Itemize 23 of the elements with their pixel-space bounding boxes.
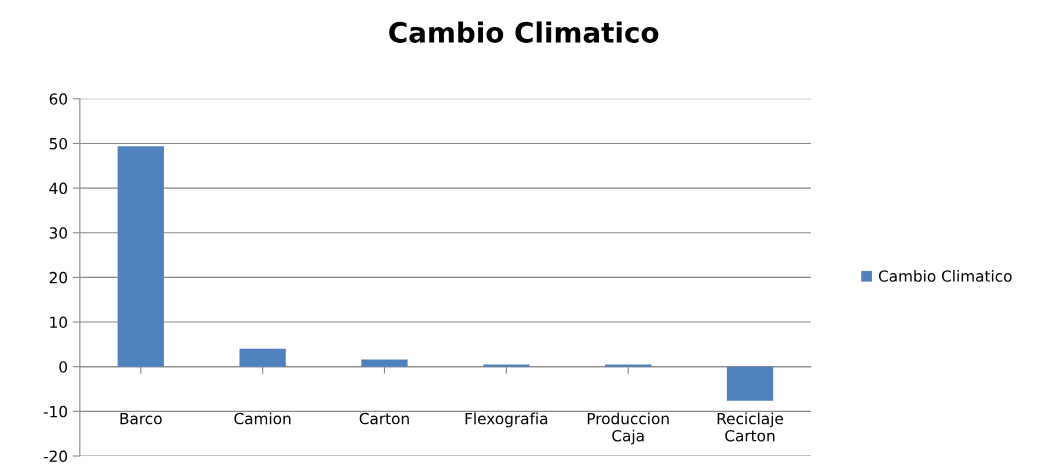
bar: [483, 364, 530, 367]
y-tick-label: 40: [49, 182, 68, 195]
y-tick-label: 20: [49, 271, 68, 284]
y-tick-label: -20: [43, 450, 68, 463]
y-tick-label: 50: [49, 137, 68, 150]
y-tick-label: 60: [49, 93, 68, 105]
bar: [239, 348, 286, 367]
bar: [361, 359, 408, 367]
legend-label: Cambio Climatico: [878, 270, 1012, 282]
x-tick-label: Camion: [234, 412, 291, 425]
x-tick-label: Carton: [359, 412, 409, 425]
y-tick-label: 0: [59, 361, 68, 373]
bar: [726, 366, 774, 401]
bar: [117, 146, 164, 367]
y-tick-label: 10: [50, 316, 68, 329]
x-tick-label: Reciclaje Carton: [717, 412, 784, 442]
bar: [605, 364, 652, 367]
x-tick-label: Flexografia: [465, 412, 548, 428]
x-tick-label: Produccion Caja: [587, 412, 669, 445]
chart-title: Cambio Climatico: [389, 21, 659, 43]
x-tick-label: Barco: [120, 413, 162, 425]
y-tick-label: 30: [49, 227, 68, 239]
y-tick-label: -10: [43, 405, 68, 418]
